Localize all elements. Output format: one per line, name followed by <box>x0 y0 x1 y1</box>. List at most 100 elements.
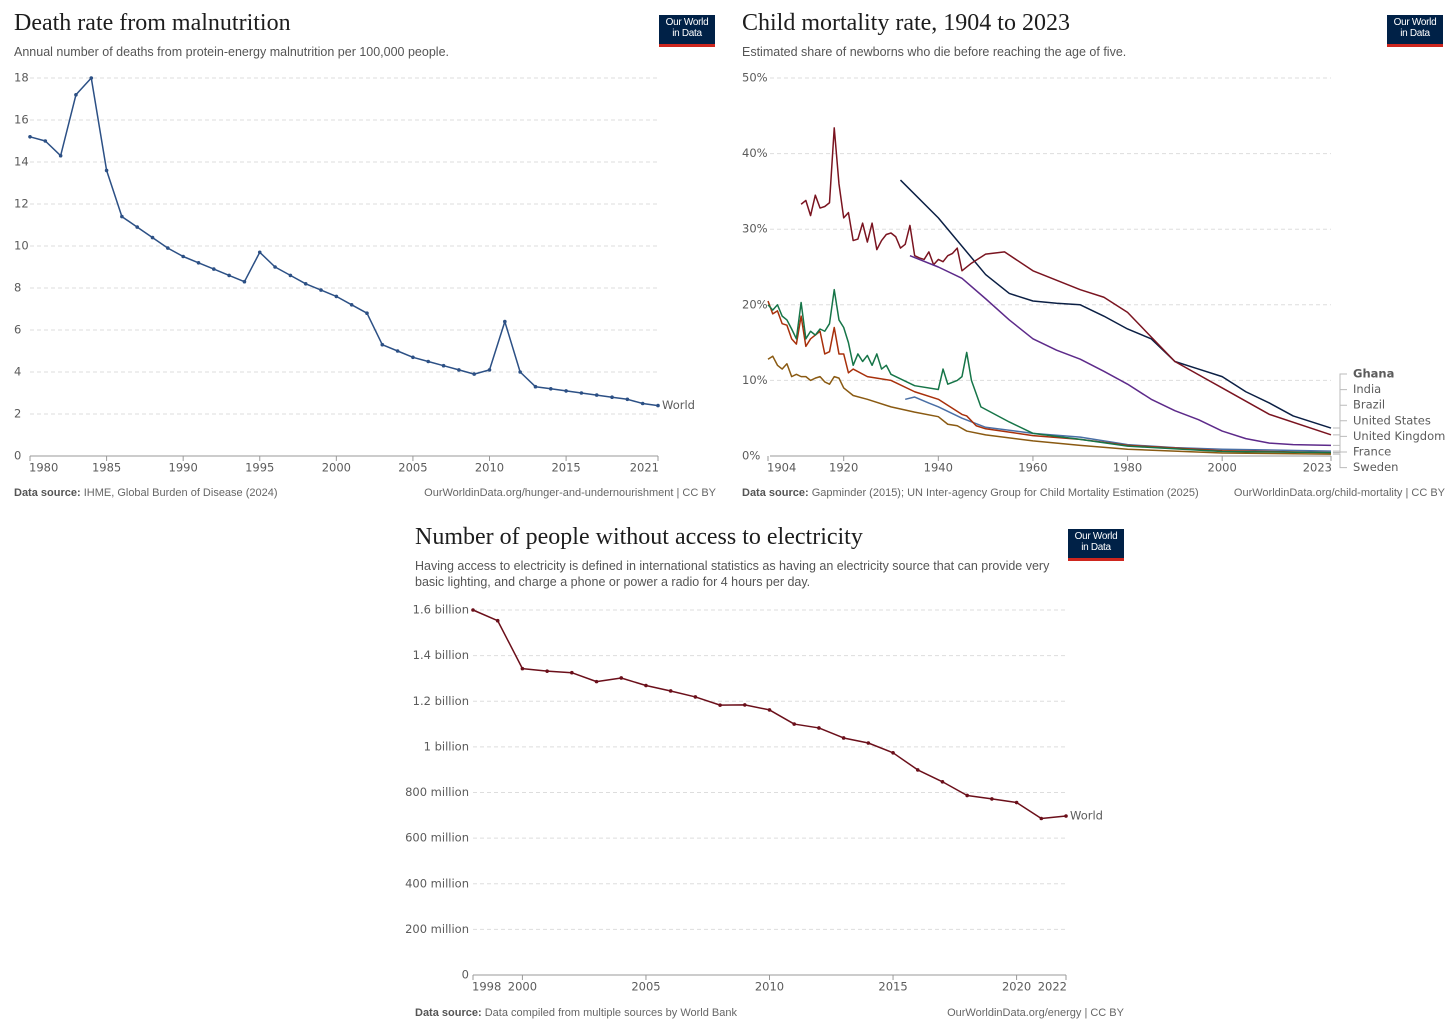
x-tick-label: 2010 <box>475 461 504 475</box>
y-tick-label: 0 <box>14 449 21 463</box>
legend-label: United Kingdom <box>1353 429 1445 443</box>
series-line <box>29 77 659 407</box>
series-label: World <box>1070 808 1103 822</box>
x-tick-label: 2005 <box>398 461 427 475</box>
data-point <box>349 303 354 307</box>
data-point <box>915 768 920 772</box>
data-point <box>545 669 549 673</box>
data-point <box>411 355 415 360</box>
data-point <box>43 139 48 143</box>
y-tick-label: 2 <box>14 407 21 421</box>
series-line <box>899 179 1332 429</box>
data-point <box>257 250 262 255</box>
data-point <box>940 779 945 784</box>
x-tick-label: 1920 <box>829 461 858 475</box>
legend-label: Ghana <box>1353 367 1394 381</box>
data-point <box>426 359 431 364</box>
data-point <box>212 267 216 271</box>
data-point <box>334 294 339 299</box>
legend-label: Brazil <box>1353 398 1385 412</box>
chart-title: Child mortality rate, 1904 to 2023 <box>742 10 1070 36</box>
data-point <box>1014 800 1019 805</box>
series-line <box>472 609 1067 820</box>
data-point <box>548 387 553 391</box>
data-point <box>594 393 599 397</box>
data-point <box>656 403 660 408</box>
data-point <box>579 391 584 395</box>
y-tick-label: 1.6 billion <box>413 603 469 617</box>
y-tick-label: 14 <box>14 155 29 169</box>
legend-connector <box>1333 453 1347 469</box>
y-tick-label: 10% <box>742 373 768 387</box>
data-point <box>1039 816 1044 821</box>
owid-logo: Our World in Data <box>1387 15 1443 47</box>
data-point <box>319 288 323 292</box>
logo-line: Our World <box>1074 531 1118 542</box>
series-label: World <box>662 398 695 412</box>
x-tick-label: 2000 <box>322 461 351 475</box>
x-tick-label: 2005 <box>631 980 660 994</box>
x-tick-label: 1990 <box>169 461 198 475</box>
x-tick-label: 2010 <box>755 980 784 994</box>
series-line <box>909 254 1332 447</box>
data-point <box>866 741 871 745</box>
y-tick-label: 200 million <box>405 922 469 936</box>
data-point <box>644 683 648 688</box>
source-url: OurWorldinData.org/hunger-and-undernouri… <box>424 487 716 499</box>
y-tick-label: 10 <box>14 239 29 253</box>
source-label: Data source: <box>14 487 81 499</box>
logo-line: in Data <box>1400 28 1430 39</box>
data-point <box>150 235 155 240</box>
logo-line: in Data <box>1081 542 1111 553</box>
data-point <box>58 153 63 158</box>
y-tick-label: 30% <box>742 222 768 236</box>
data-point <box>273 265 277 269</box>
data-point <box>227 273 231 278</box>
data-point <box>570 670 574 675</box>
x-tick-label: 2020 <box>1002 980 1031 994</box>
data-point <box>792 722 797 726</box>
x-tick-label: 1904 <box>767 461 796 475</box>
data-point <box>181 254 185 259</box>
series-line <box>800 127 1332 436</box>
logo-line: Our World <box>665 17 709 28</box>
owid-logo: Our World in Data <box>1068 529 1124 561</box>
x-tick-label: 2021 <box>630 461 659 475</box>
data-point <box>395 349 400 353</box>
data-point <box>594 679 599 684</box>
y-tick-label: 1 billion <box>424 739 469 753</box>
chart-title: Death rate from malnutrition <box>14 10 291 36</box>
data-point <box>74 93 78 97</box>
y-tick-label: 4 <box>14 365 21 379</box>
data-point <box>28 135 32 139</box>
data-point <box>471 608 475 612</box>
data-point <box>472 372 476 376</box>
data-source: Data source: Gapminder (2015); UN Inter-… <box>742 487 1199 499</box>
data-point <box>891 751 895 755</box>
x-tick-label: 2022 <box>1038 980 1067 994</box>
x-tick-label: 1940 <box>924 461 953 475</box>
y-tick-label: 800 million <box>405 785 469 799</box>
data-point <box>965 793 969 798</box>
y-tick-label: 400 million <box>405 876 469 890</box>
x-tick-label: 1995 <box>245 461 274 475</box>
y-tick-label: 40% <box>742 146 768 160</box>
data-point <box>495 618 500 623</box>
data-point <box>668 689 673 693</box>
data-point <box>104 168 109 173</box>
y-tick-label: 8 <box>14 281 21 295</box>
data-point <box>742 703 747 707</box>
series-line <box>767 288 1332 454</box>
y-tick-label: 1.4 billion <box>413 648 469 662</box>
data-point <box>503 319 507 324</box>
legend-label: United States <box>1353 413 1431 427</box>
y-tick-label: 0% <box>742 449 760 463</box>
x-tick-label: 1980 <box>29 461 58 475</box>
data-point <box>196 261 201 265</box>
data-point <box>288 273 293 278</box>
source-text: Data compiled from multiple sources by W… <box>484 1007 737 1019</box>
data-point <box>303 282 308 286</box>
legend-label: India <box>1353 382 1381 396</box>
source-url: OurWorldinData.org/child-mortality | CC … <box>1233 487 1445 499</box>
y-tick-label: 600 million <box>405 831 469 845</box>
